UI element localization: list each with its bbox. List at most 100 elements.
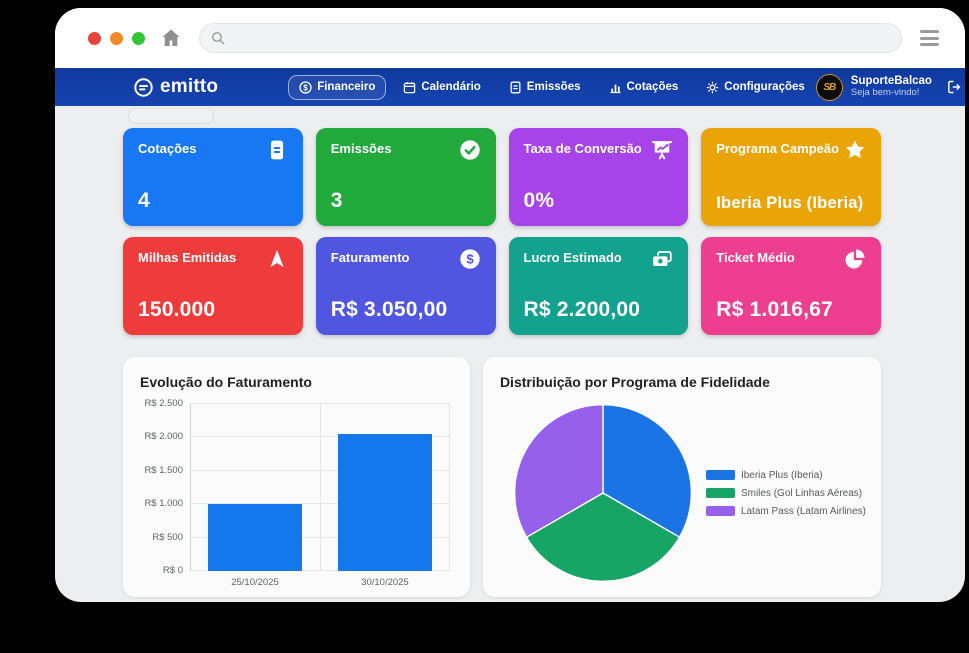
bar-chart-title: Evolução do Faturamento bbox=[140, 374, 312, 390]
stat-value: R$ 3.050,00 bbox=[330, 298, 448, 321]
y-tick: R$ 500 bbox=[152, 531, 183, 543]
stat-label: Milhas Emitidas bbox=[138, 250, 237, 265]
nav-label: Configurações bbox=[724, 81, 805, 93]
minimize-window-button[interactable] bbox=[110, 31, 123, 45]
logout-icon[interactable] bbox=[946, 79, 962, 95]
y-tick: R$ 1.500 bbox=[144, 464, 183, 476]
stat-card-cotacoes: Cotações 4 bbox=[123, 128, 303, 226]
pie-chart bbox=[513, 403, 692, 583]
legend-swatch-smiles bbox=[705, 488, 735, 498]
dashboard-content: Cotações 4 Emissões 3 Taxa d bbox=[55, 108, 965, 597]
stat-value: R$ 1.016,67 bbox=[716, 298, 833, 321]
check-circle-icon bbox=[459, 139, 481, 161]
user-menu: SB SuporteBalcao Seja bem-vindo! bbox=[815, 73, 962, 101]
brand-name: emitto bbox=[160, 76, 219, 97]
app-navbar: emitto $ Financeiro Calendário Emissões bbox=[55, 68, 965, 106]
maximize-window-button[interactable] bbox=[132, 31, 145, 45]
y-tick: R$ 2.500 bbox=[144, 398, 183, 409]
nav-item-cotacoes[interactable]: Cotações bbox=[598, 75, 690, 100]
pie-chart-title: Distribuição por Programa de Fidelidade bbox=[499, 374, 770, 390]
calendar-icon bbox=[403, 81, 416, 94]
stat-card-ticket-medio: Ticket Médio R$ 1.016,67 bbox=[701, 237, 881, 335]
stat-card-milhas-emitidas: Milhas Emitidas 150.000 bbox=[123, 237, 303, 335]
legend-item: Iberia Plus (Iberia) bbox=[705, 470, 866, 481]
nav-item-emissoes[interactable]: Emissões bbox=[498, 75, 592, 100]
charts-row: Evolução do Faturamento R$ 2.500 R$ 2.00… bbox=[123, 357, 881, 597]
dollar-circle-icon: $ bbox=[459, 248, 481, 270]
nav-item-calendario[interactable]: Calendário bbox=[392, 75, 491, 100]
y-tick: R$ 2.000 bbox=[144, 431, 183, 443]
bar-chart-plot: R$ 2.500 R$ 2.000 R$ 1.500 R$ 1.000 R$ 5… bbox=[144, 398, 450, 576]
brand-logo[interactable]: emitto bbox=[133, 76, 218, 98]
cash-icon bbox=[651, 248, 673, 270]
legend-item: Latam Pass (Latam Airlines) bbox=[705, 506, 866, 517]
stat-card-taxa-conversao: Taxa de Conversão 0% bbox=[508, 128, 689, 226]
user-name: SuporteBalcao bbox=[850, 74, 932, 87]
pie-chart-icon bbox=[844, 248, 866, 270]
nav-item-configuracoes[interactable]: Configurações bbox=[695, 75, 816, 100]
browser-window: emitto $ Financeiro Calendário Emissões bbox=[55, 8, 965, 602]
stat-value: 0% bbox=[523, 189, 555, 212]
legend-swatch-latam bbox=[705, 506, 735, 516]
stat-value: 4 bbox=[138, 189, 150, 212]
svg-text:$: $ bbox=[466, 252, 474, 267]
stat-label: Emissões bbox=[330, 141, 392, 156]
bar-chart-card: Evolução do Faturamento R$ 2.500 R$ 2.00… bbox=[123, 357, 470, 597]
stat-card-faturamento: Faturamento $ R$ 3.050,00 bbox=[315, 237, 496, 335]
search-icon bbox=[211, 31, 225, 45]
pie-slice-1 bbox=[525, 492, 681, 583]
close-window-button[interactable] bbox=[88, 31, 101, 45]
nav-label: Cotações bbox=[626, 81, 679, 93]
stat-value: R$ 2.200,00 bbox=[523, 298, 641, 321]
browser-chrome bbox=[55, 8, 965, 68]
stat-label: Ticket Médio bbox=[716, 250, 795, 265]
plane-icon bbox=[266, 248, 288, 270]
gear-icon bbox=[706, 81, 719, 94]
pie-slice-2 bbox=[513, 403, 604, 538]
stat-label: Lucro Estimado bbox=[523, 250, 622, 265]
stat-card-emissoes: Emissões 3 bbox=[315, 128, 496, 226]
address-bar[interactable] bbox=[199, 23, 902, 53]
stats-grid: Cotações 4 Emissões 3 Taxa d bbox=[123, 128, 881, 335]
nav-item-financeiro[interactable]: $ Financeiro bbox=[288, 74, 387, 100]
main-nav: $ Financeiro Calendário Emissões bbox=[288, 74, 816, 100]
x-tick: 30/10/2025 bbox=[361, 577, 409, 588]
stat-value: 150.000 bbox=[138, 298, 216, 321]
home-icon[interactable] bbox=[160, 27, 182, 49]
legend-swatch-iberia bbox=[705, 470, 735, 480]
y-tick: R$ 1.000 bbox=[144, 498, 183, 510]
traffic-lights bbox=[88, 31, 145, 45]
collapsed-panel-edge bbox=[128, 108, 214, 124]
dollar-coin-icon: $ bbox=[299, 80, 312, 94]
nav-label: Calendário bbox=[421, 81, 481, 93]
nav-label: Emissões bbox=[526, 81, 581, 93]
legend-item: Smiles (Gol Linhas Aéreas) bbox=[705, 488, 866, 499]
pie-slice-0 bbox=[602, 403, 692, 538]
stat-card-lucro-estimado: Lucro Estimado R$ 2.200,00 bbox=[508, 237, 689, 335]
stat-value: 3 bbox=[330, 189, 343, 212]
emitto-logo-icon bbox=[133, 77, 154, 98]
stat-label: Faturamento bbox=[330, 250, 410, 265]
user-avatar[interactable]: SB bbox=[815, 73, 843, 101]
stat-value: Iberia Plus (Iberia) bbox=[716, 194, 864, 212]
pie-legend: Iberia Plus (Iberia) Smiles (Gol Linhas … bbox=[705, 470, 866, 517]
bar-25-10-2025 bbox=[208, 504, 302, 571]
user-greeting: Seja bem-vindo! bbox=[850, 87, 920, 99]
stat-card-programa-campeao: Programa Campeão Iberia Plus (Iberia) bbox=[701, 128, 881, 226]
star-icon bbox=[844, 139, 866, 161]
file-icon bbox=[266, 139, 288, 161]
browser-menu-icon[interactable] bbox=[918, 26, 941, 50]
presentation-chart-icon bbox=[651, 139, 673, 161]
x-tick: 25/10/2025 bbox=[231, 577, 279, 588]
bar-30-10-2025 bbox=[338, 434, 432, 571]
stat-label: Cotações bbox=[138, 141, 197, 156]
svg-text:$: $ bbox=[303, 83, 308, 92]
bar-chart-icon bbox=[609, 81, 622, 94]
y-tick: R$ 0 bbox=[162, 565, 183, 576]
stat-label: Programa Campeão bbox=[716, 141, 840, 156]
document-icon bbox=[509, 81, 522, 94]
pie-chart-card: Distribuição por Programa de Fidelidade … bbox=[482, 357, 881, 597]
stat-label: Taxa de Conversão bbox=[523, 141, 642, 156]
address-search-input[interactable] bbox=[225, 31, 890, 45]
nav-label: Financeiro bbox=[317, 81, 376, 93]
